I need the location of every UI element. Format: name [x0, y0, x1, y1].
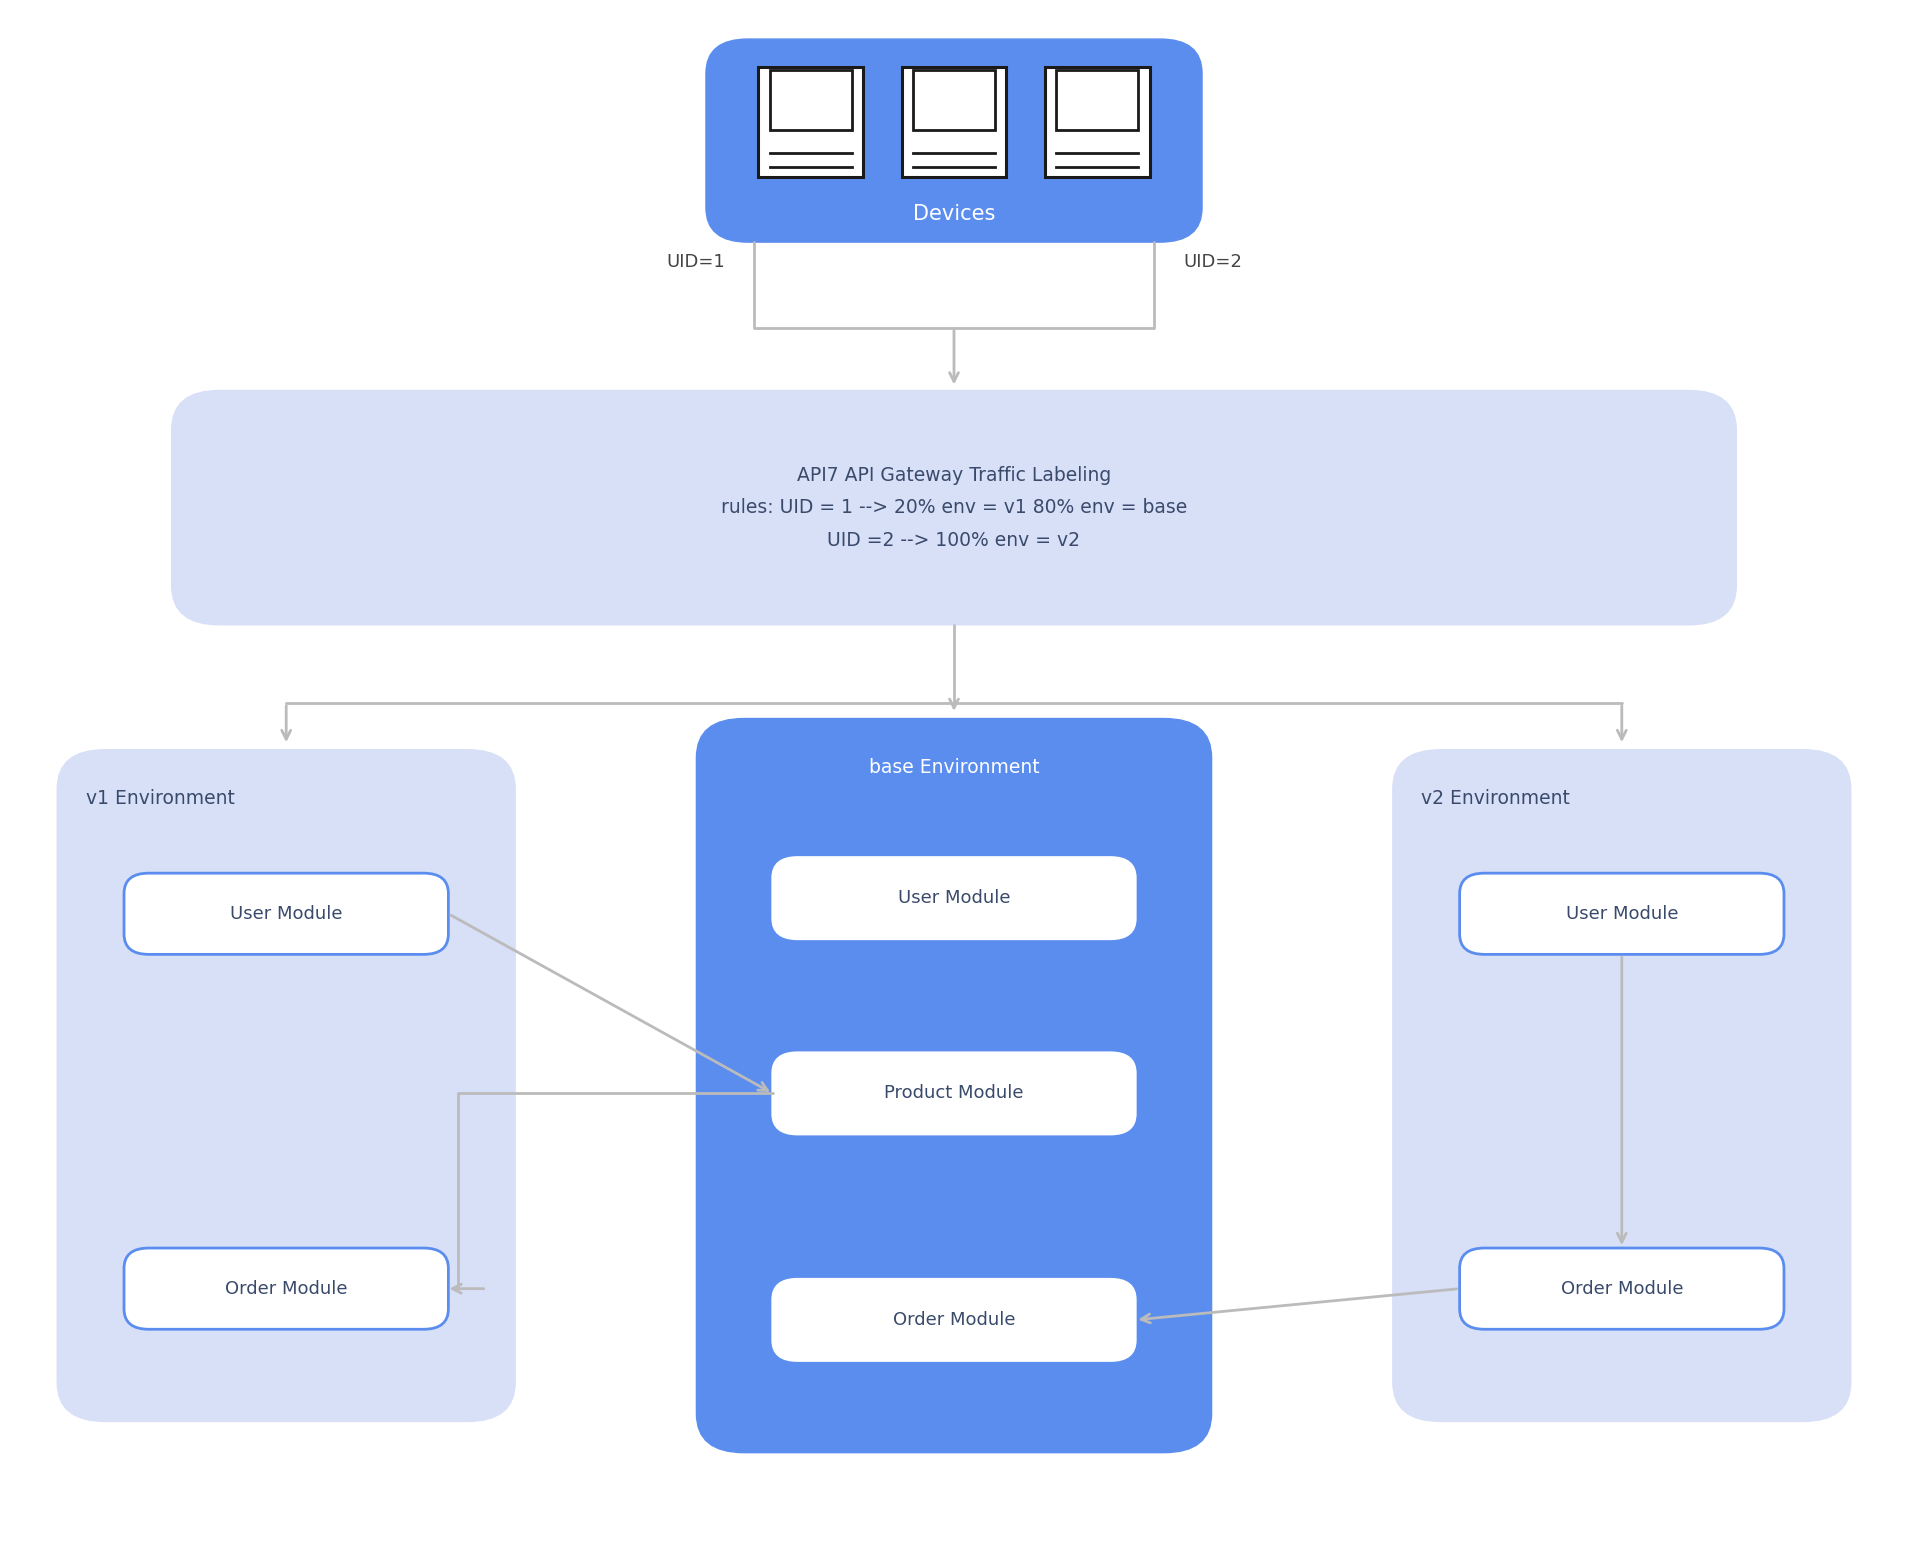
FancyBboxPatch shape: [757, 67, 862, 177]
FancyBboxPatch shape: [124, 1248, 448, 1329]
Text: v1 Environment: v1 Environment: [86, 789, 235, 808]
Text: UID=2: UID=2: [1182, 253, 1241, 270]
Text: Devices: Devices: [912, 205, 995, 223]
Text: UID=1: UID=1: [666, 253, 725, 270]
Text: base Environment: base Environment: [868, 758, 1039, 776]
Text: Order Module: Order Module: [892, 1311, 1015, 1329]
Text: v2 Environment: v2 Environment: [1421, 789, 1569, 808]
FancyBboxPatch shape: [772, 1053, 1135, 1134]
FancyBboxPatch shape: [172, 390, 1735, 625]
FancyBboxPatch shape: [1055, 70, 1137, 130]
FancyBboxPatch shape: [1045, 67, 1148, 177]
Text: Order Module: Order Module: [225, 1279, 347, 1298]
Text: API7 API Gateway Traffic Labeling
rules: UID = 1 --> 20% env = v1 80% env = base: API7 API Gateway Traffic Labeling rules:…: [721, 465, 1186, 550]
FancyBboxPatch shape: [772, 858, 1135, 939]
FancyBboxPatch shape: [57, 750, 515, 1421]
Text: User Module: User Module: [898, 889, 1009, 908]
Text: Product Module: Product Module: [883, 1084, 1024, 1103]
FancyBboxPatch shape: [912, 70, 995, 130]
FancyBboxPatch shape: [696, 719, 1211, 1453]
FancyBboxPatch shape: [1459, 1248, 1783, 1329]
Text: User Module: User Module: [231, 904, 341, 923]
FancyBboxPatch shape: [706, 39, 1201, 242]
FancyBboxPatch shape: [900, 67, 1007, 177]
FancyBboxPatch shape: [1459, 873, 1783, 954]
FancyBboxPatch shape: [772, 1279, 1135, 1361]
FancyBboxPatch shape: [1392, 750, 1850, 1421]
Text: Order Module: Order Module: [1560, 1279, 1682, 1298]
FancyBboxPatch shape: [124, 873, 448, 954]
Text: User Module: User Module: [1566, 904, 1676, 923]
FancyBboxPatch shape: [769, 70, 851, 130]
